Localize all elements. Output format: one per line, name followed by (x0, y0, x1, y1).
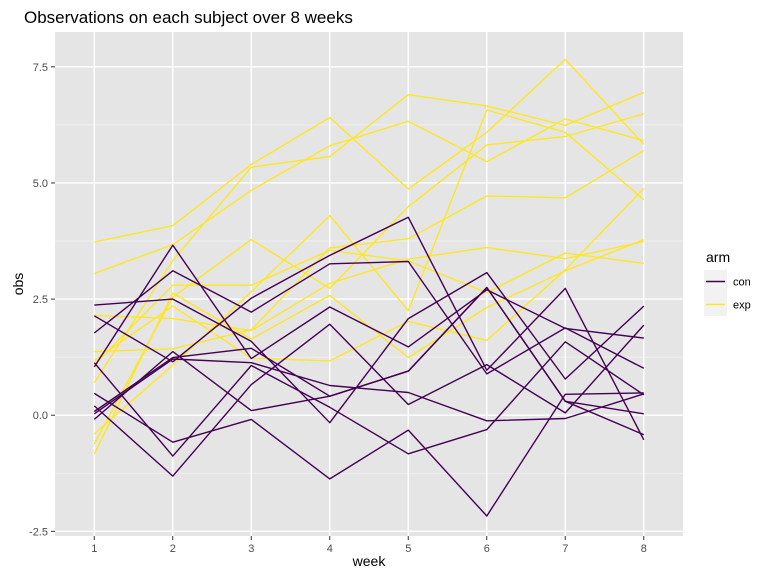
series-line-exp (94, 58, 645, 243)
legend-label-exp: exp (733, 300, 751, 312)
plot-panel (55, 32, 683, 536)
series-line-con (93, 392, 644, 517)
x-tick-label: 1 (91, 543, 97, 555)
y-tick-label: 0.0 (33, 410, 48, 422)
x-tick-label: 7 (562, 543, 568, 555)
series-line-exp (94, 118, 644, 275)
series-line-exp (93, 249, 644, 366)
series-line-con (93, 323, 645, 477)
y-tick-label: -2.5 (29, 526, 48, 538)
series-lines (93, 58, 645, 517)
series-line-con (93, 358, 645, 422)
y-tick-label: 2.5 (33, 294, 48, 306)
series-line-con (93, 260, 645, 375)
series-line-con (93, 244, 644, 368)
chart-title: Observations on each subject over 8 week… (24, 8, 353, 27)
series-line-exp (93, 91, 645, 384)
series-line-exp (94, 240, 644, 332)
series-line-con (94, 271, 645, 424)
legend-label-con: con (733, 277, 751, 289)
series-line-exp (94, 149, 645, 353)
series-line-exp (93, 188, 645, 362)
x-axis-ticks: 1 2 3 4 5 6 7 8 (91, 536, 647, 555)
y-tick-label: 7.5 (33, 62, 48, 74)
series-line-con (93, 341, 645, 457)
x-tick-label: 3 (248, 543, 254, 555)
x-tick-label: 2 (170, 543, 176, 555)
x-tick-label: 5 (405, 543, 411, 555)
series-line-con (93, 216, 645, 441)
x-axis-title: week (352, 553, 387, 569)
y-tick-label: 5.0 (33, 178, 48, 190)
y-axis-ticks: -2.5 0.0 2.5 5.0 7.5 (29, 62, 55, 538)
x-tick-label: 6 (484, 543, 490, 555)
x-tick-label: 4 (327, 543, 333, 555)
series-line-exp (93, 113, 644, 445)
series-line-con (93, 286, 645, 436)
legend-title: arm (706, 249, 730, 265)
x-tick-label: 8 (641, 543, 647, 555)
legend: arm con exp (704, 249, 751, 316)
y-axis-title: obs (10, 273, 26, 296)
